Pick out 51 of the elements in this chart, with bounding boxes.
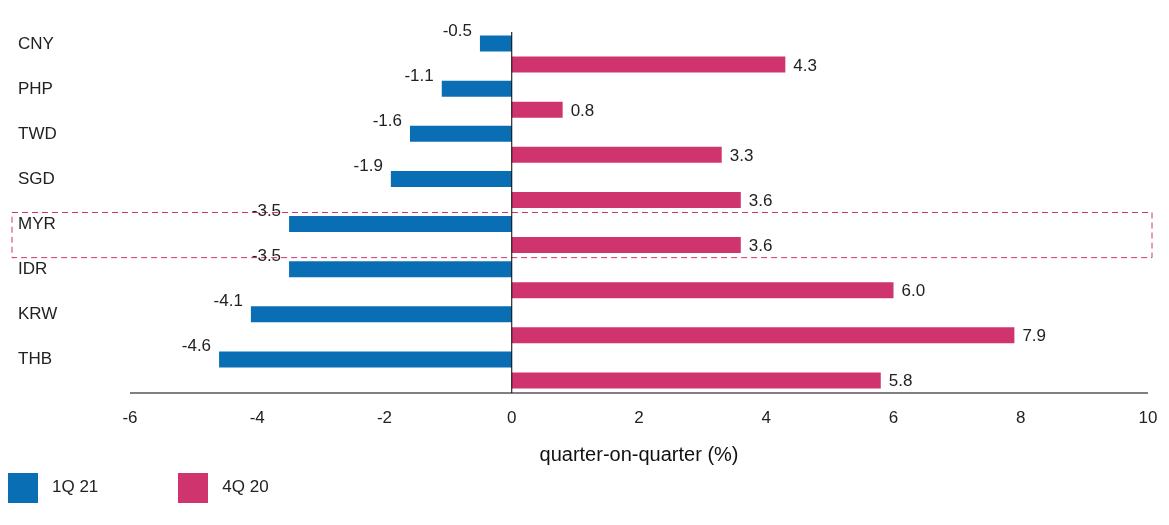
bar [390, 170, 512, 187]
y-tick-label: TWD [18, 123, 57, 143]
x-tick-label: 8 [1016, 408, 1026, 428]
data-label: 4.3 [793, 55, 817, 75]
data-label: -4.1 [213, 291, 243, 311]
legend-label: 1Q 21 [52, 477, 99, 497]
data-label: 0.8 [570, 100, 595, 120]
y-tick-label: SGD [18, 168, 55, 188]
data-label: -1.1 [404, 65, 434, 85]
y-tick-label: KRW [18, 304, 58, 324]
bar [511, 146, 722, 163]
data-label: 3.3 [729, 145, 754, 165]
data-label: 5.8 [888, 371, 913, 391]
bar [479, 35, 512, 52]
y-tick-label: PHP [18, 78, 53, 98]
data-label: 3.6 [748, 190, 773, 210]
bar [219, 351, 512, 368]
data-label: -0.5 [442, 20, 472, 40]
y-tick-label: IDR [18, 259, 48, 279]
x-axis-title: quarter-on-quarter (%) [539, 443, 739, 465]
bar [511, 237, 741, 254]
bar [409, 125, 512, 142]
y-tick-label: MYR [18, 214, 56, 234]
data-label: -4.6 [181, 336, 212, 356]
data-label: -1.9 [353, 155, 383, 175]
bar [289, 216, 512, 233]
y-tick-label: THB [18, 349, 52, 369]
x-tick-label: -4 [249, 408, 265, 428]
x-tick-label: -2 [376, 408, 393, 428]
data-label: 6.0 [901, 281, 926, 301]
bar [511, 56, 786, 73]
bar [511, 191, 741, 208]
x-tick-label: 2 [634, 408, 644, 428]
data-label: -3.5 [251, 246, 282, 266]
data-label: -1.6 [372, 110, 402, 130]
x-tick-label: 10 [1138, 408, 1158, 428]
bar [511, 101, 563, 118]
x-tick-label: 0 [507, 408, 517, 428]
y-tick-label: CNY [18, 33, 54, 53]
bar [250, 306, 512, 323]
data-label: 7.9 [1022, 326, 1047, 346]
data-label: 3.6 [748, 236, 773, 256]
bar [511, 282, 894, 299]
bar [511, 327, 1015, 344]
bar [511, 372, 881, 389]
x-tick-label: -6 [122, 408, 138, 428]
bar [441, 80, 512, 97]
x-tick-label: 4 [761, 408, 771, 428]
legend-label: 4Q 20 [222, 477, 269, 497]
x-tick-label: 6 [888, 408, 899, 428]
bar [289, 261, 512, 278]
